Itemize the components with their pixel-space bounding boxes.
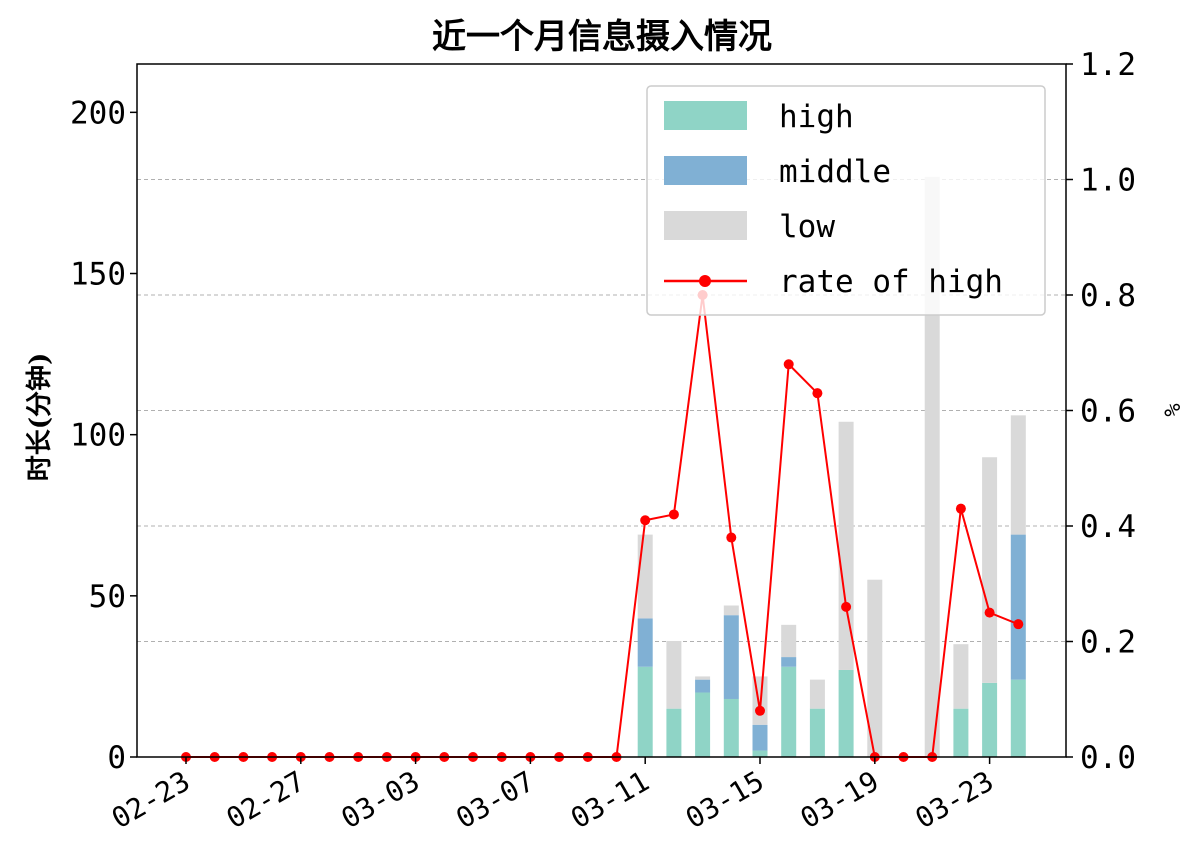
x-tick-label: 03-19 [795,764,885,835]
bar-low [924,176,940,757]
bar-high [982,682,998,757]
y-tick-label: 0 [107,740,126,776]
bar-middle [637,618,653,667]
gridlines [137,179,1066,642]
bar-low [695,676,711,680]
rate-point [955,503,966,514]
bar-low [982,457,998,683]
bar-high [781,666,797,757]
rate-point [726,532,737,543]
y2-tick-label: 0.8 [1080,278,1136,314]
bar-low [723,605,739,616]
bar-high [637,666,653,757]
y2-axis: 0.0 0.2 0.4 0.6 0.8 1.0 1.2 [1066,47,1136,776]
y2-tick-label: 1.0 [1080,163,1136,199]
bar-low [867,579,883,757]
bars [637,176,1026,757]
y2-tick-label: 0.2 [1080,625,1136,661]
x-tick-label: 03-03 [336,764,426,835]
bar-low [1010,415,1026,535]
bar-high [953,708,969,757]
x-tick-label: 02-27 [221,764,311,835]
rate-point [783,359,794,370]
bar-high [1010,679,1026,757]
y2-tick-label: 0.0 [1080,740,1136,776]
legend-box [646,85,1046,316]
x-axis: 02-23 02-27 03-03 03-07 03-11 03-15 03-19 03-23 [106,757,999,835]
rate-point [640,515,651,526]
bar-middle [781,657,797,667]
legend-label: high [779,99,854,135]
y2-axis-title: % [1161,403,1186,416]
bar-high [838,669,854,757]
bar-middle [695,679,711,693]
y2-tick-label: 0.4 [1080,509,1136,545]
rate-point [1013,619,1024,630]
x-tick-label: 03-07 [450,764,540,835]
bar-high [723,698,739,757]
bar-middle [723,615,739,699]
y-axis-title: 时长(分钟) [24,353,55,482]
bar-high [695,692,711,757]
y-tick-label: 150 [70,257,126,293]
rate-point [984,607,995,618]
rate-point [755,705,765,716]
y-tick-label: 100 [70,418,126,454]
y-tick-label: 200 [70,95,126,131]
x-tick-label: 03-11 [565,764,655,835]
bar-low [809,679,825,709]
bar-low [953,644,969,709]
legend-swatch-high [664,101,747,130]
bar-middle [752,724,768,751]
rate-point [841,601,852,612]
legend-label: low [779,209,835,245]
bar-middle [1010,534,1026,680]
bar-low [781,624,797,658]
x-tick-label: 03-23 [910,764,1000,835]
bar-high [666,708,682,757]
legend: high middle low rate of high [646,85,1046,316]
chart-title: 近一个月信息摄入情况 [432,17,772,57]
rate-point [812,388,823,399]
rate-point [668,509,679,520]
x-tick-label: 03-15 [680,764,770,835]
legend-swatch-middle [664,156,747,185]
bar-high [752,750,768,757]
y-axis: 0 50 100 150 200 [70,95,137,776]
legend-label: middle [779,154,891,190]
bar-high [809,708,825,757]
legend-swatch-low [664,211,747,240]
bar-low [666,640,682,709]
bar-low [637,534,653,619]
legend-label: rate of high [779,264,1003,300]
y2-tick-label: 1.2 [1080,47,1136,83]
legend-marker [699,275,711,287]
y2-tick-label: 0.6 [1080,394,1136,430]
y-tick-label: 50 [89,579,126,615]
